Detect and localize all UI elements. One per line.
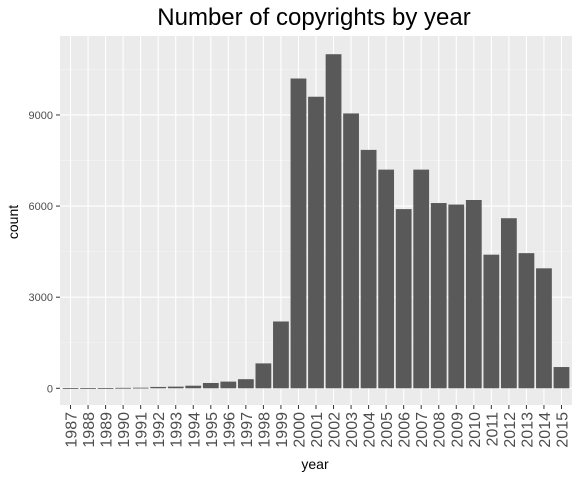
- x-tick-label: 2001: [309, 412, 326, 448]
- bar-2001: [308, 96, 324, 389]
- chart-title: Number of copyrights by year: [157, 4, 471, 31]
- bar-1994: [185, 385, 202, 389]
- x-tick-label: 2008: [432, 412, 449, 448]
- bar-2015: [553, 367, 570, 389]
- x-tick-label: 2004: [362, 412, 379, 448]
- bar-2002: [325, 54, 342, 389]
- x-tick-label: 2010: [467, 412, 484, 448]
- bar-1995: [202, 382, 219, 389]
- bar-2014: [536, 268, 552, 389]
- x-tick-label: 2000: [291, 412, 308, 448]
- x-tick-label: 2013: [519, 412, 536, 448]
- x-tick-label: 2005: [379, 412, 396, 448]
- x-tick-label: 2002: [327, 412, 344, 448]
- x-tick-label: 1996: [221, 412, 238, 448]
- bars: [62, 54, 570, 389]
- bar-2012: [500, 218, 517, 389]
- bar-1991: [132, 387, 149, 389]
- y-axis: 0 3000 6000 9000: [29, 110, 60, 395]
- x-tick-label: 2012: [502, 412, 519, 448]
- bar-1993: [167, 386, 184, 389]
- x-tick-label: 1998: [256, 412, 273, 448]
- bar-1990: [115, 387, 132, 389]
- y-tick-label: 9000: [29, 110, 53, 122]
- x-tick-label: 2006: [397, 412, 414, 448]
- bar-1992: [150, 386, 167, 389]
- bar-2007: [413, 169, 430, 389]
- bar-2009: [448, 204, 465, 389]
- bar-2006: [395, 209, 412, 389]
- x-tick-label: 2007: [414, 412, 431, 448]
- bar-1989: [97, 387, 114, 389]
- bar-2008: [430, 203, 447, 389]
- bar-2011: [483, 254, 500, 389]
- x-tick-label: 1997: [239, 412, 256, 448]
- x-tick-label: 1995: [204, 412, 221, 448]
- x-tick-label: 1992: [151, 412, 168, 448]
- x-tick-label: 1988: [81, 412, 98, 448]
- x-tick-label: 1987: [64, 412, 81, 448]
- bar-1988: [80, 387, 96, 389]
- x-tick-label: 1994: [186, 412, 203, 448]
- y-tick-label: 3000: [29, 292, 53, 304]
- x-axis-label: year: [301, 456, 329, 472]
- bar-1996: [220, 381, 237, 389]
- y-axis-label: count: [5, 205, 21, 239]
- y-tick-label: 6000: [29, 201, 53, 213]
- x-tick-label: 1999: [274, 412, 291, 448]
- bar-1999: [273, 321, 289, 389]
- x-tick-label: 1989: [99, 412, 116, 448]
- x-tick-label: 1991: [134, 412, 151, 448]
- bar-2000: [290, 78, 307, 389]
- bar-2010: [465, 200, 482, 389]
- bar-1997: [237, 379, 254, 389]
- x-tick-label: 1990: [116, 412, 133, 448]
- x-tick-label: 2003: [344, 412, 361, 448]
- x-tick-label: 2015: [554, 412, 571, 448]
- x-tick-label: 2014: [537, 412, 554, 448]
- bar-1987: [62, 388, 79, 389]
- bar-2003: [343, 113, 359, 389]
- x-tick-label: 1993: [169, 412, 186, 448]
- bar-2013: [518, 253, 535, 389]
- bar-2004: [360, 149, 377, 389]
- x-axis: 1987 1988 1989 1990 1991 1992 1993 1994 1995 1996…: [64, 405, 571, 448]
- bar-1998: [255, 363, 272, 389]
- x-tick-label: 2009: [449, 412, 466, 448]
- x-tick-label: 2011: [484, 412, 501, 447]
- y-tick-label: 0: [47, 383, 53, 395]
- bar-2005: [378, 169, 395, 389]
